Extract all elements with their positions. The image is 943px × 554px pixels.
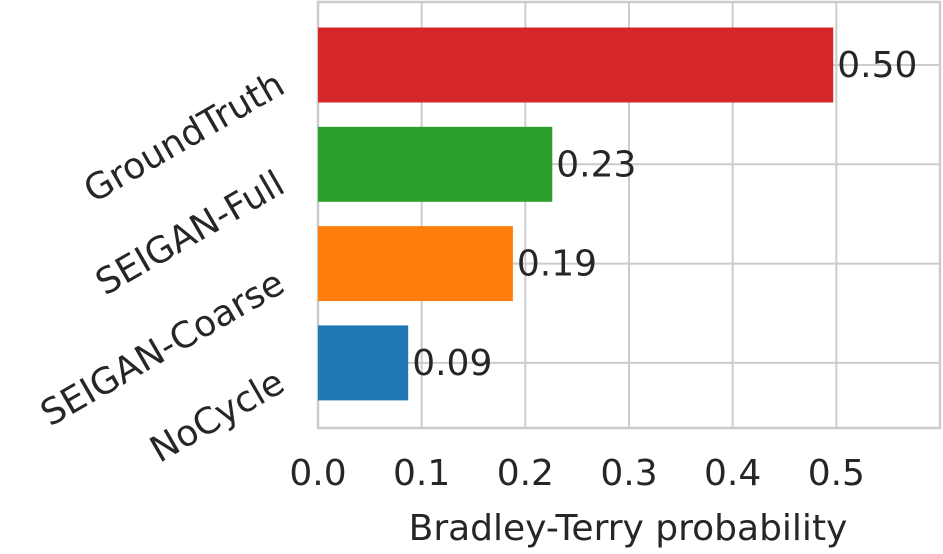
plot-frame: [316, 0, 942, 430]
value-label: 0.09: [412, 343, 492, 384]
bar: [318, 325, 409, 401]
x-axis-label: Bradley-Terry probability: [409, 508, 848, 549]
x-tick-label: 0.2: [497, 453, 554, 494]
value-label: 0.19: [517, 244, 597, 285]
x-tick-label: 0.0: [289, 453, 346, 494]
x-tick-label: 0.1: [393, 453, 450, 494]
value-label: 0.50: [837, 45, 917, 86]
bar: [318, 27, 834, 103]
x-tick-label: 0.4: [704, 453, 761, 494]
y-tick-label: NoCycle: [143, 362, 291, 471]
value-label: 0.23: [556, 144, 636, 185]
x-tick-label: 0.3: [600, 453, 657, 494]
x-tick-label: 0.5: [808, 453, 865, 494]
bar: [318, 226, 513, 302]
bar: [318, 126, 553, 202]
